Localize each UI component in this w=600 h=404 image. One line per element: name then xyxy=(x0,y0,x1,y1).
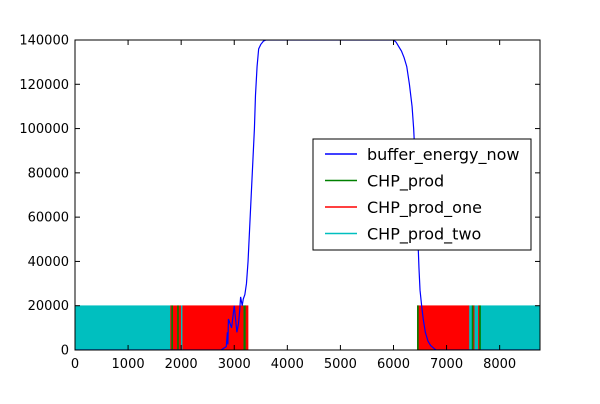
plot-frame xyxy=(74,39,541,351)
y-tick-label: 40000 xyxy=(28,255,69,270)
series-buffer-energy-now-line xyxy=(75,40,540,350)
legend-label: CHP_prod_two xyxy=(367,225,481,245)
series-CHP-prod-segment xyxy=(243,305,246,350)
series-CHP-prod-one-segment xyxy=(178,305,181,350)
y-tick-label: 140000 xyxy=(19,34,69,49)
series-CHP-prod-two-segment xyxy=(75,305,171,350)
series-CHP-prod-two xyxy=(75,305,540,350)
x-tick-label: 0 xyxy=(71,357,79,372)
x-tick-label: 7000 xyxy=(430,357,463,372)
y-tick-label: 20000 xyxy=(28,299,69,314)
legend-label: CHP_prod_one xyxy=(367,198,482,218)
series-CHP-prod-two-segment xyxy=(480,305,540,350)
series-CHP-prod-two-segment xyxy=(468,305,473,350)
series-CHP-prod-segment xyxy=(479,305,481,350)
series-CHP-prod-one-segment xyxy=(172,305,178,350)
y-tick-label: 120000 xyxy=(19,78,69,93)
series-CHP-prod-one-segment xyxy=(245,305,249,350)
x-tick-label: 2000 xyxy=(165,357,198,372)
series-CHP-prod-one xyxy=(170,305,480,350)
x-tick-label: 3000 xyxy=(218,357,251,372)
series-CHP-prod-segment xyxy=(177,305,179,350)
x-tick-label: 6000 xyxy=(377,357,410,372)
x-tick-label: 5000 xyxy=(324,357,357,372)
legend-label: CHP_prod xyxy=(367,172,444,192)
legend-box xyxy=(312,138,532,251)
series-CHP-prod-segment xyxy=(471,305,474,350)
x-tick-label: 4000 xyxy=(271,357,304,372)
y-tick-label: 60000 xyxy=(28,211,69,226)
series-layer xyxy=(75,40,540,350)
legend-label: buffer_energy_now xyxy=(367,145,520,165)
y-tick-label: 80000 xyxy=(28,166,69,181)
legend: buffer_energy_now CHP_prod CHP_prod_one CHP… xyxy=(312,138,532,251)
y-tick-label: 0 xyxy=(61,344,69,359)
series-CHP-prod-two-segment xyxy=(180,305,184,350)
series-CHP-prod-segment xyxy=(171,305,173,350)
series-CHP-prod-segment xyxy=(417,305,419,350)
x-tick-label: 1000 xyxy=(112,357,145,372)
series-CHP-prod-two-segment xyxy=(473,305,479,350)
ticks-layer: 0 1000 2000 3000 4000 5000 6000 7000 80000200004… xyxy=(19,34,540,372)
x-tick-label: 8000 xyxy=(483,357,516,372)
y-tick-label: 100000 xyxy=(19,122,69,137)
series-CHP-prod xyxy=(171,305,481,350)
